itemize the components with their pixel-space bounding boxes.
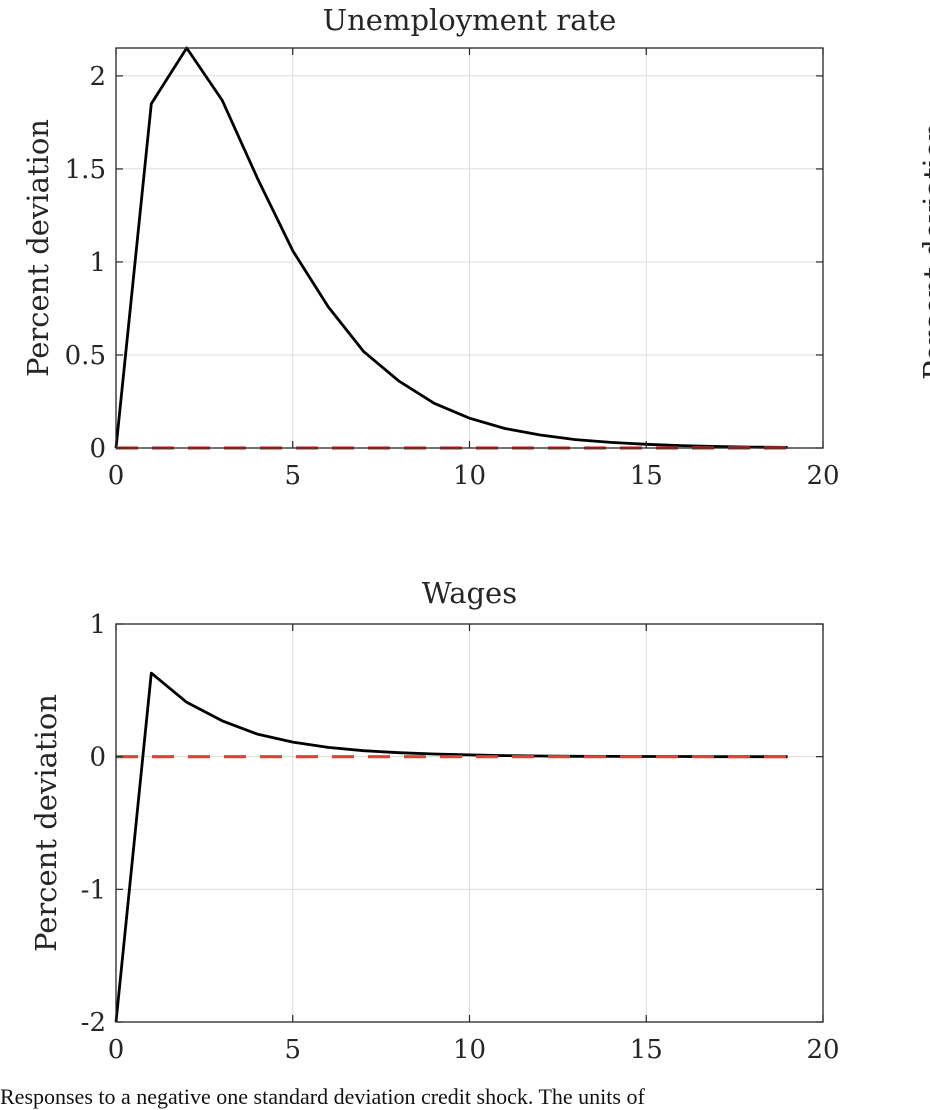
y-tick-label: -1 xyxy=(81,875,106,905)
y-axis-label: Percent deviation xyxy=(29,694,63,952)
panel-2: 0 5 10 15 20 -2 -1 0 1 Wages Percent deviation xyxy=(29,576,840,1065)
x-tick-label: 15 xyxy=(630,1035,663,1065)
y-tick-label: 1 xyxy=(89,610,106,640)
chart-title: Unemployment rate xyxy=(323,3,617,37)
series-line-1 xyxy=(114,671,788,1023)
y-tick-label: 0 xyxy=(89,434,106,464)
panel-1: 0 5 10 15 20 0 0.5 1 1.5 2 Unemployment rate Percen… xyxy=(21,3,840,491)
right-panel-ylabel-fragment: Percent deviation xyxy=(917,122,930,380)
x-tick-label: 5 xyxy=(284,1035,301,1065)
y-tick-label: 1 xyxy=(89,248,106,278)
y-tick-label: 1.5 xyxy=(65,155,106,185)
y-axis-label: Percent deviation xyxy=(21,119,55,377)
x-tick-label: 0 xyxy=(108,461,125,491)
x-tick-label: 20 xyxy=(806,461,839,491)
x-tick-label: 15 xyxy=(630,461,663,491)
series-line-1 xyxy=(114,46,788,449)
x-tick-label: 20 xyxy=(806,1035,839,1065)
y-tick-label: 0 xyxy=(89,743,106,773)
figure-caption: Responses to a negative one standard dev… xyxy=(0,1084,645,1109)
chart-title: Wages xyxy=(422,576,517,610)
y-tick-label: 0.5 xyxy=(65,341,106,371)
y-tick-label: 2 xyxy=(89,62,106,92)
x-tick-label: 0 xyxy=(108,1035,125,1065)
x-tick-label: 10 xyxy=(453,461,486,491)
y-tick-label: -2 xyxy=(81,1008,106,1038)
x-tick-label: 5 xyxy=(284,461,301,491)
x-tick-label: 10 xyxy=(453,1035,486,1065)
